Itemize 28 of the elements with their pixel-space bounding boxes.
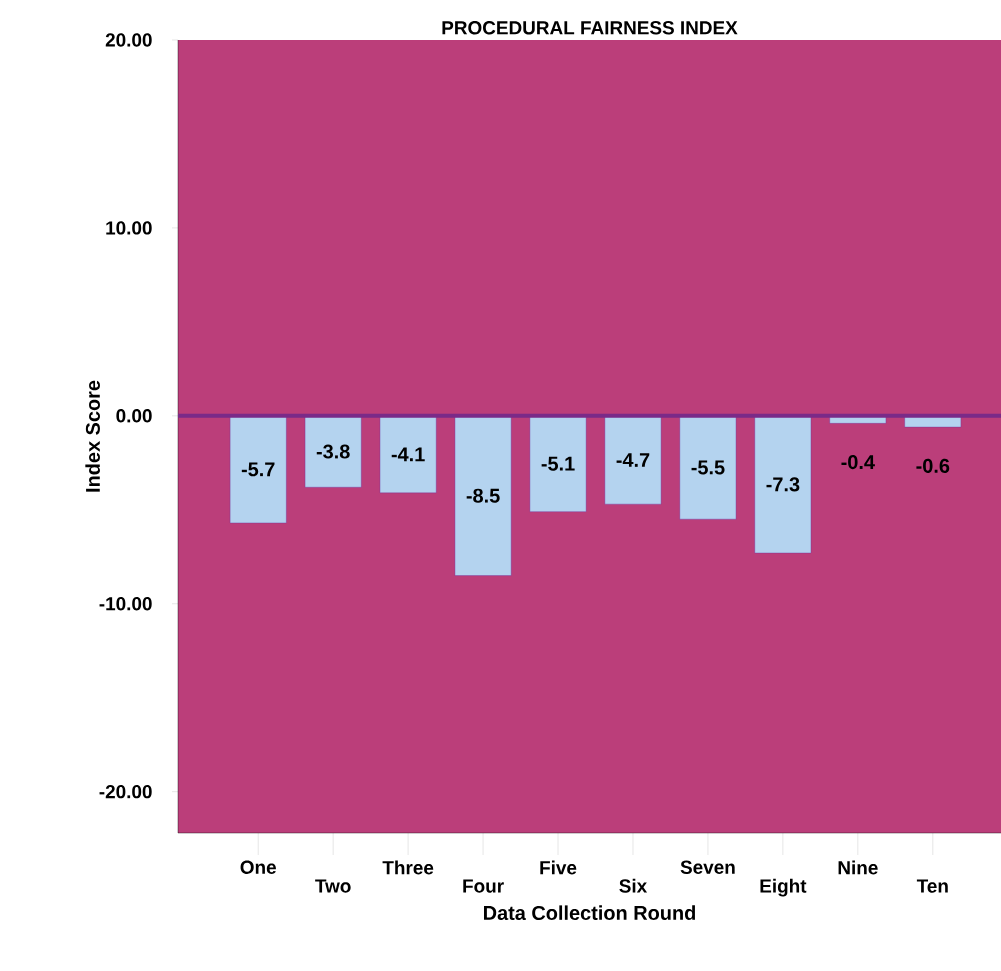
x-tick-label: Six	[619, 878, 648, 893]
x-tick-label: Four	[463, 879, 504, 893]
x-tick-label: Nine	[838, 860, 878, 875]
y-tick-label: 20.00	[105, 33, 152, 47]
x-tick-label: Seven	[680, 860, 735, 874]
x-tick-label: Two	[315, 879, 351, 893]
chart-title: PROCEDURAL FAIRNESS INDEX	[442, 21, 738, 35]
x-tick-label: Three	[382, 860, 434, 875]
data-label: -5.5	[691, 460, 725, 475]
y-tick-label: 10.00	[106, 221, 152, 235]
x-axis-title: Data Collection Round	[484, 905, 696, 920]
data-label: -0.4	[841, 455, 875, 470]
y-tick-label: -10.00	[99, 597, 152, 611]
x-tick-label: Ten	[916, 879, 948, 893]
data-label: -7.3	[766, 477, 800, 492]
x-tick-label: One	[240, 860, 276, 874]
data-label: -8.5	[466, 488, 500, 503]
data-label: -5.7	[241, 462, 275, 477]
x-tick-label: Five	[540, 860, 577, 875]
y-axis-title: Index Score	[85, 380, 100, 492]
y-tick-label: -20.00	[99, 784, 152, 799]
data-label: -4.1	[391, 447, 425, 462]
data-label: -0.6	[916, 458, 950, 473]
data-label: -3.8	[316, 444, 350, 459]
x-tick-label: Eight	[760, 878, 807, 897]
y-tick-label: 0.00	[116, 409, 152, 423]
data-label: -5.1	[541, 456, 575, 471]
data-label: -4.7	[616, 453, 650, 467]
